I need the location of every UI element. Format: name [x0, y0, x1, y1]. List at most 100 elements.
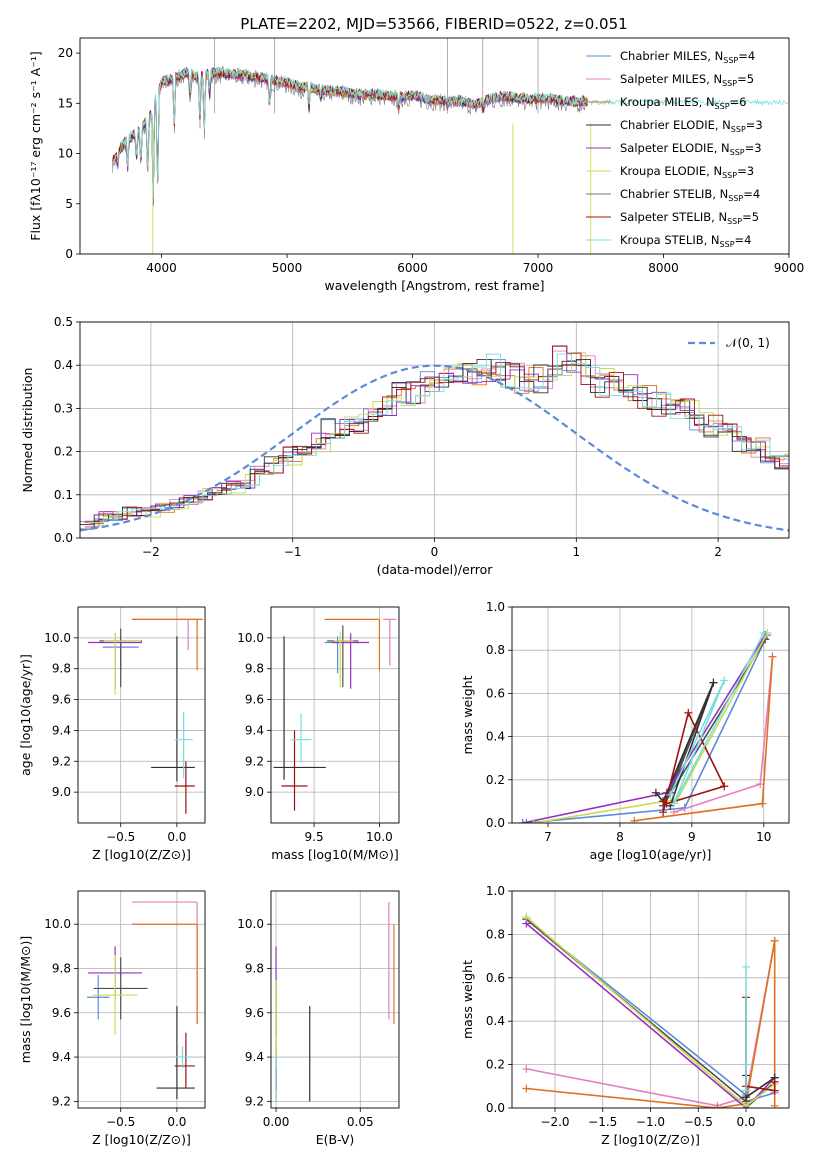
y-tick-label: 0.1 [54, 488, 73, 502]
series-marker [770, 1077, 779, 1086]
spectrum-legend: Chabrier MILES, NSSP=4 Salpeter MILES, NS… [586, 49, 763, 249]
x-tick-label: 0 [431, 545, 439, 559]
x-tick-label: −1.5 [588, 1115, 617, 1129]
y-axis-label: mass weight [460, 960, 475, 1039]
gaussian-curve [80, 364, 789, 532]
series-marker [522, 913, 531, 922]
series-marker [522, 1064, 531, 1073]
axes-frame [270, 606, 400, 824]
y-tick-label: 0 [65, 247, 73, 261]
panel-massweight-vs-age: 7 8 9 10 0.0 0.2 0.4 0.6 0.8 1.0 age [log10(age/yr… [460, 600, 790, 862]
axes-frame [79, 37, 790, 255]
y-tick-label: 9.6 [52, 1006, 71, 1020]
legend-entry: Salpeter STELIB, NSSP=5 [620, 210, 759, 226]
series-marker [770, 1101, 779, 1108]
x-tick-label: 10.0 [366, 830, 393, 844]
y-axis-label: mass weight [460, 675, 475, 754]
legend-entry: Kroupa STELIB, NSSP=4 [620, 233, 751, 249]
y-tick-label: 10.0 [44, 631, 71, 645]
y-axis-label: age [log10(age/yr)] [18, 654, 33, 776]
x-tick-label: 9000 [774, 261, 805, 275]
series-marker [684, 708, 693, 717]
y-tick-label: 0.8 [486, 643, 505, 657]
y-tick-label: 15 [58, 96, 73, 110]
series-marker [720, 676, 729, 685]
y-tick-label: 0.4 [54, 358, 73, 372]
y-tick-label: 0.0 [486, 816, 505, 830]
panel-spectrum: 4000 5000 6000 7000 8000 9000 0 5 10 15 20 waveleng… [28, 37, 805, 293]
y-tick-label: 10.0 [237, 631, 264, 645]
x-tick-label: 5000 [272, 261, 303, 275]
axes-frame [511, 890, 790, 1109]
panel-mass-vs-EBV: 0.00 0.05 9.2 9.4 9.6 9.8 10.0 E(B-V) [237, 890, 400, 1147]
x-axis-label: wavelength [Angstrom, rest frame] [324, 278, 544, 293]
x-tick-label: 7 [544, 830, 552, 844]
series-line [655, 682, 715, 806]
y-tick-label: 0.2 [54, 445, 73, 459]
y-tick-label: 0.0 [486, 1101, 505, 1115]
legend-entry: 𝒩(0, 1) [726, 336, 770, 350]
y-tick-label: 0.2 [486, 1058, 505, 1072]
legend-entry: Kroupa MILES, NSSP=6 [620, 95, 746, 111]
series-marker [709, 678, 718, 687]
legend-entry: Kroupa ELODIE, NSSP=3 [620, 164, 754, 180]
series-line [533, 632, 769, 823]
y-tick-label: 1.0 [486, 884, 505, 898]
series-marker [768, 652, 777, 661]
y-tick-label: 9.8 [52, 662, 71, 676]
series-marker [713, 1104, 722, 1108]
axes-frame [511, 606, 790, 824]
series-marker [758, 799, 767, 808]
series-line [525, 922, 776, 1108]
plot-area-spectrum [112, 38, 788, 254]
x-axis-label: Z [log10(Z/Z⊙)] [92, 1132, 191, 1147]
spectrum-line [112, 65, 588, 205]
plot-area-massweight-vs-Z [522, 913, 779, 1108]
histogram-step [89, 353, 789, 523]
y-tick-label: 10.0 [44, 917, 71, 931]
panel-residuals: −2 −1 0 1 2 0.0 0.1 0.2 0.3 0.4 0.5 (data-model)/er… [20, 315, 790, 577]
x-axis-label: (data-model)/error [377, 562, 494, 577]
y-tick-label: 9.2 [245, 1094, 264, 1108]
x-tick-label: 7000 [523, 261, 554, 275]
x-tick-label: 0.0 [167, 1115, 186, 1129]
series-marker [770, 1086, 779, 1095]
x-tick-label: 9.5 [305, 830, 324, 844]
y-tick-label: 9.6 [245, 1006, 264, 1020]
axes-frame [77, 890, 206, 1109]
spectrum-line [112, 67, 589, 201]
plot-area-residuals [80, 345, 789, 532]
series-line [662, 638, 766, 807]
y-tick-label: 0.3 [54, 401, 73, 415]
series-marker [529, 819, 538, 823]
axes-frame [270, 890, 400, 1109]
y-tick-label: 0.0 [54, 531, 73, 545]
legend-entry: Chabrier MILES, NSSP=4 [620, 49, 755, 65]
histogram-step [84, 345, 789, 528]
legend-entry: Chabrier ELODIE, NSSP=3 [620, 118, 763, 134]
plot-area-age-vs-mass [273, 618, 397, 811]
y-axis-label: Flux [fλ10⁻¹⁷ erg cm⁻² s⁻¹ A⁻¹] [28, 51, 43, 240]
y-tick-label: 9.2 [52, 754, 71, 768]
x-tick-label: −2.0 [540, 1115, 569, 1129]
x-tick-label: 8 [616, 830, 624, 844]
x-tick-label: 10 [756, 830, 771, 844]
axes-frame [77, 606, 206, 824]
y-tick-label: 0.2 [486, 773, 505, 787]
legend-entry: Salpeter ELODIE, NSSP=3 [620, 141, 762, 157]
x-tick-label: −0.5 [106, 1115, 135, 1129]
y-tick-label: 20 [58, 46, 73, 60]
spectrum-line [112, 66, 589, 199]
series-marker [518, 819, 527, 823]
x-tick-label: −1.0 [636, 1115, 665, 1129]
series-marker [742, 1060, 751, 1069]
x-tick-label: 0.0 [167, 830, 186, 844]
y-tick-label: 9.4 [245, 1050, 264, 1064]
y-tick-label: 9.8 [245, 962, 264, 976]
y-tick-label: 1.0 [486, 600, 505, 614]
series-marker [651, 788, 660, 797]
series-marker [630, 816, 639, 823]
histogram-step [84, 345, 789, 523]
y-tick-label: 10.0 [237, 917, 264, 931]
